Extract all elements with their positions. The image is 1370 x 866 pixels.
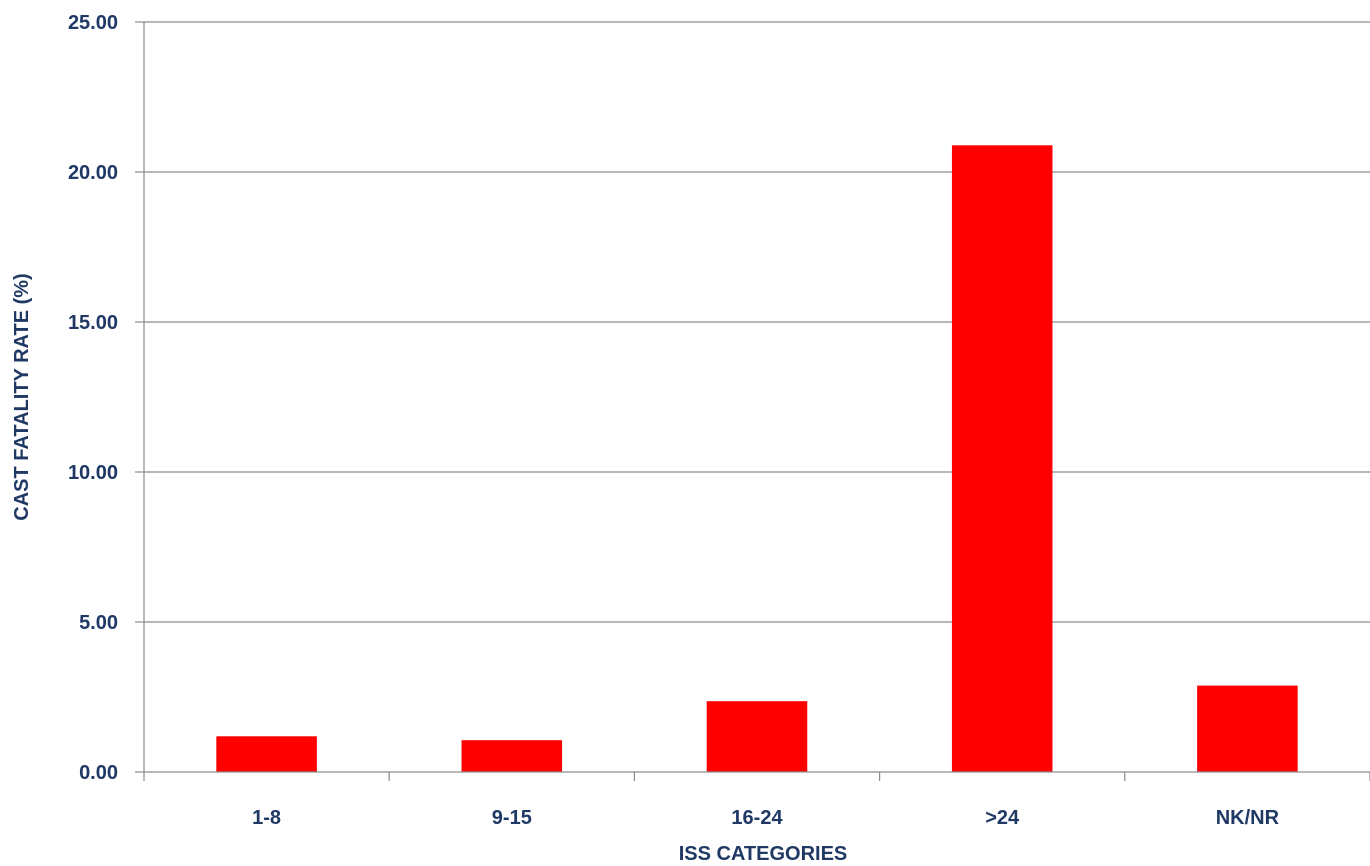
x-tick-label: 9-15 bbox=[492, 807, 532, 829]
bar bbox=[951, 145, 1053, 773]
x-tick-labels: 1-8 9-15 16-24 >24 NK/NR bbox=[252, 807, 1279, 829]
x-tick-label: 1-8 bbox=[252, 807, 281, 829]
y-tick-label: 10.00 bbox=[68, 462, 118, 484]
y-tick-label: 0.00 bbox=[79, 762, 118, 784]
x-tick-label: NK/NR bbox=[1216, 807, 1280, 829]
bar bbox=[216, 736, 317, 772]
y-tick-labels: 0.00 5.00 10.00 15.00 20.00 25.00 bbox=[68, 12, 118, 784]
y-tick-label: 20.00 bbox=[68, 162, 118, 184]
y-tick-label: 15.00 bbox=[68, 312, 118, 334]
x-axis-title: ISS CATEGORIES bbox=[679, 843, 848, 865]
y-axis-title: CAST FATALITY RATE (%) bbox=[11, 273, 33, 520]
y-tick-label: 5.00 bbox=[79, 612, 118, 634]
bar bbox=[1197, 685, 1298, 772]
bar bbox=[706, 701, 808, 772]
y-tick-label: 25.00 bbox=[68, 12, 118, 34]
x-tick-label: 16-24 bbox=[731, 807, 783, 829]
bars bbox=[216, 145, 1298, 773]
axes bbox=[135, 21, 1370, 781]
gridlines bbox=[144, 21, 1370, 623]
x-tick-label: >24 bbox=[985, 807, 1020, 829]
bar bbox=[461, 740, 563, 772]
